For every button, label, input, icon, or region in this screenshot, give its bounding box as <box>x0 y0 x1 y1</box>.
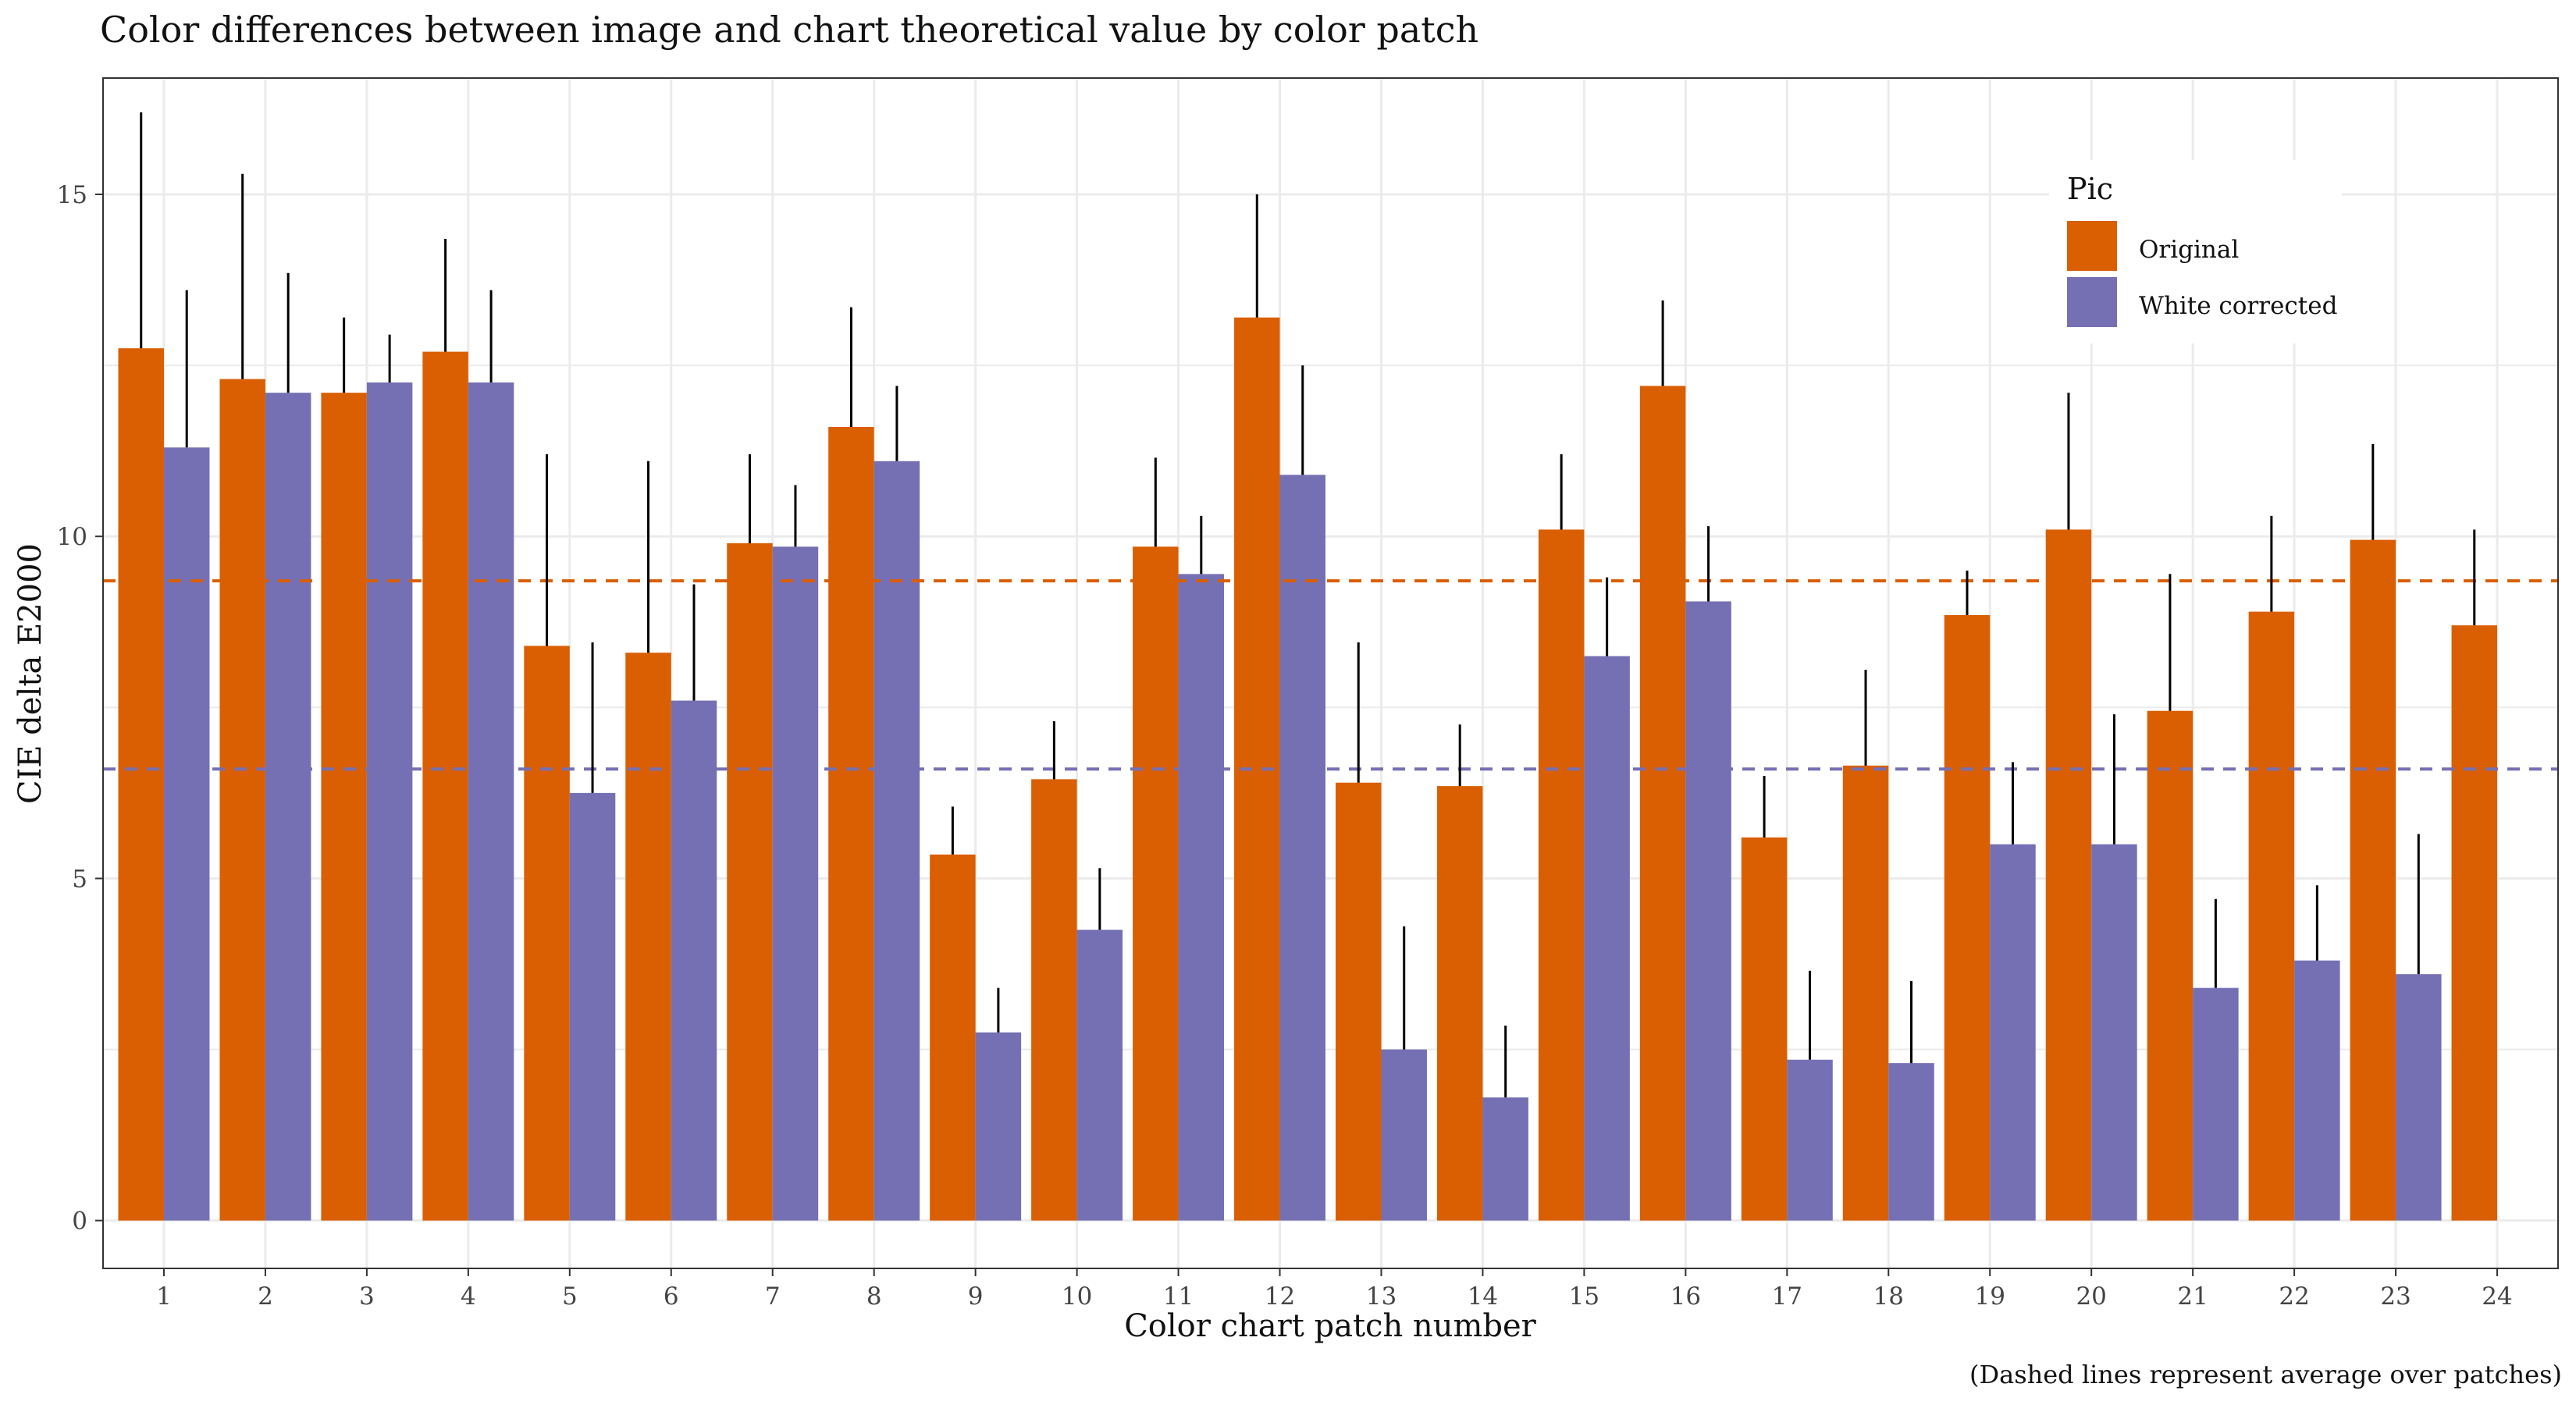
x-tick-label: 24 <box>2482 1282 2512 1311</box>
bar-white-corrected <box>265 393 311 1221</box>
bar-white-corrected <box>1787 1059 1833 1221</box>
bar-white-corrected <box>1076 930 1123 1221</box>
x-axis-title: Color chart patch number <box>1124 1308 1536 1344</box>
bar-white-corrected <box>1178 574 1225 1221</box>
y-tick-label: 10 <box>57 523 87 551</box>
x-tick-label: 1 <box>156 1282 172 1311</box>
x-tick-label: 23 <box>2380 1282 2411 1311</box>
panel-border <box>102 77 2559 1269</box>
bar-original <box>1842 765 1889 1221</box>
bar-original <box>2350 539 2396 1221</box>
x-tick-label: 20 <box>2076 1282 2106 1311</box>
bar-original <box>422 351 468 1221</box>
x-tick-label: 5 <box>562 1282 578 1311</box>
legend-label-original: Original <box>2139 236 2239 264</box>
x-tick-label: 9 <box>968 1282 984 1311</box>
x-tick-label: 3 <box>359 1282 375 1311</box>
bar-white-corrected <box>468 382 514 1221</box>
bar-original <box>1944 615 1991 1221</box>
x-tick-label: 21 <box>2177 1282 2208 1311</box>
x-tick-label: 19 <box>1975 1282 2005 1311</box>
bar-original <box>727 542 773 1221</box>
bar-original <box>219 379 265 1221</box>
bars <box>103 317 2558 1221</box>
bar-original <box>930 854 976 1221</box>
x-tick-label: 8 <box>866 1282 882 1311</box>
y-tick-label: 0 <box>72 1208 87 1236</box>
bar-original <box>1436 786 1483 1221</box>
bar-original <box>1335 782 1382 1221</box>
bar-original <box>118 348 164 1221</box>
legend: Pic Original White corrected <box>2049 160 2342 343</box>
caption: (Dashed lines represent average over pat… <box>1969 1360 2562 1389</box>
x-tick-label: 18 <box>1873 1282 1904 1311</box>
bar-white-corrected <box>671 700 717 1221</box>
x-tick-label: 7 <box>765 1282 781 1311</box>
x-tick-label: 17 <box>1772 1282 1802 1311</box>
x-tick-label: 4 <box>461 1282 476 1311</box>
x-tick-label: 14 <box>1468 1282 1498 1311</box>
error-bars <box>140 112 2476 1097</box>
bar-original <box>1133 546 1179 1221</box>
bar-white-corrected <box>1685 601 1731 1221</box>
bar-original <box>321 393 367 1221</box>
y-tick-label: 5 <box>72 865 87 893</box>
bar-white-corrected <box>366 382 413 1221</box>
bar-white-corrected <box>2396 974 2442 1221</box>
chart-title: Color differences between image and char… <box>100 9 1478 51</box>
legend-key-original <box>2067 221 2117 271</box>
bar-original <box>2045 529 2092 1221</box>
bar-white-corrected <box>1990 844 2036 1221</box>
bar-original <box>2451 625 2498 1221</box>
bar-original <box>1031 779 1077 1221</box>
x-tick-label: 22 <box>2279 1282 2309 1311</box>
legend-title: Pic <box>2067 172 2113 206</box>
bar-original <box>625 653 671 1221</box>
legend-key-white-corrected <box>2067 277 2117 327</box>
bar-white-corrected <box>1584 656 1630 1221</box>
x-tick-label: 13 <box>1366 1282 1397 1311</box>
y-axis-title: CIE delta E2000 <box>12 543 48 804</box>
x-tick-label: 2 <box>258 1282 273 1311</box>
bar-white-corrected <box>1888 1063 1934 1221</box>
bar-original <box>1639 386 1686 1221</box>
bar-original <box>524 646 570 1221</box>
bar-white-corrected <box>873 461 920 1221</box>
bar-white-corrected <box>2091 844 2137 1221</box>
legend-label-white-corrected: White corrected <box>2139 292 2337 320</box>
bar-original <box>1538 529 1585 1221</box>
bar-original <box>2248 611 2295 1221</box>
x-tick-label: 10 <box>1062 1282 1092 1311</box>
bar-white-corrected <box>772 546 819 1221</box>
bar-white-corrected <box>569 792 616 1221</box>
bar-original <box>828 426 874 1221</box>
x-tick-label: 15 <box>1569 1282 1599 1311</box>
y-tick-label: 15 <box>57 181 87 209</box>
bar-original <box>2147 710 2194 1221</box>
bar-white-corrected <box>2193 987 2239 1221</box>
x-tick-label: 12 <box>1265 1282 1295 1311</box>
x-tick-label: 16 <box>1670 1282 1701 1311</box>
bar-white-corrected <box>975 1032 1022 1221</box>
x-tick-label: 11 <box>1163 1282 1194 1311</box>
bar-original <box>1741 837 1788 1221</box>
bar-white-corrected <box>1482 1097 1528 1221</box>
bar-white-corrected <box>1279 475 1326 1221</box>
bar-white-corrected <box>2294 960 2340 1221</box>
x-tick-label: 6 <box>664 1282 679 1311</box>
bar-white-corrected <box>1381 1049 1427 1221</box>
bar-white-corrected <box>163 447 210 1221</box>
